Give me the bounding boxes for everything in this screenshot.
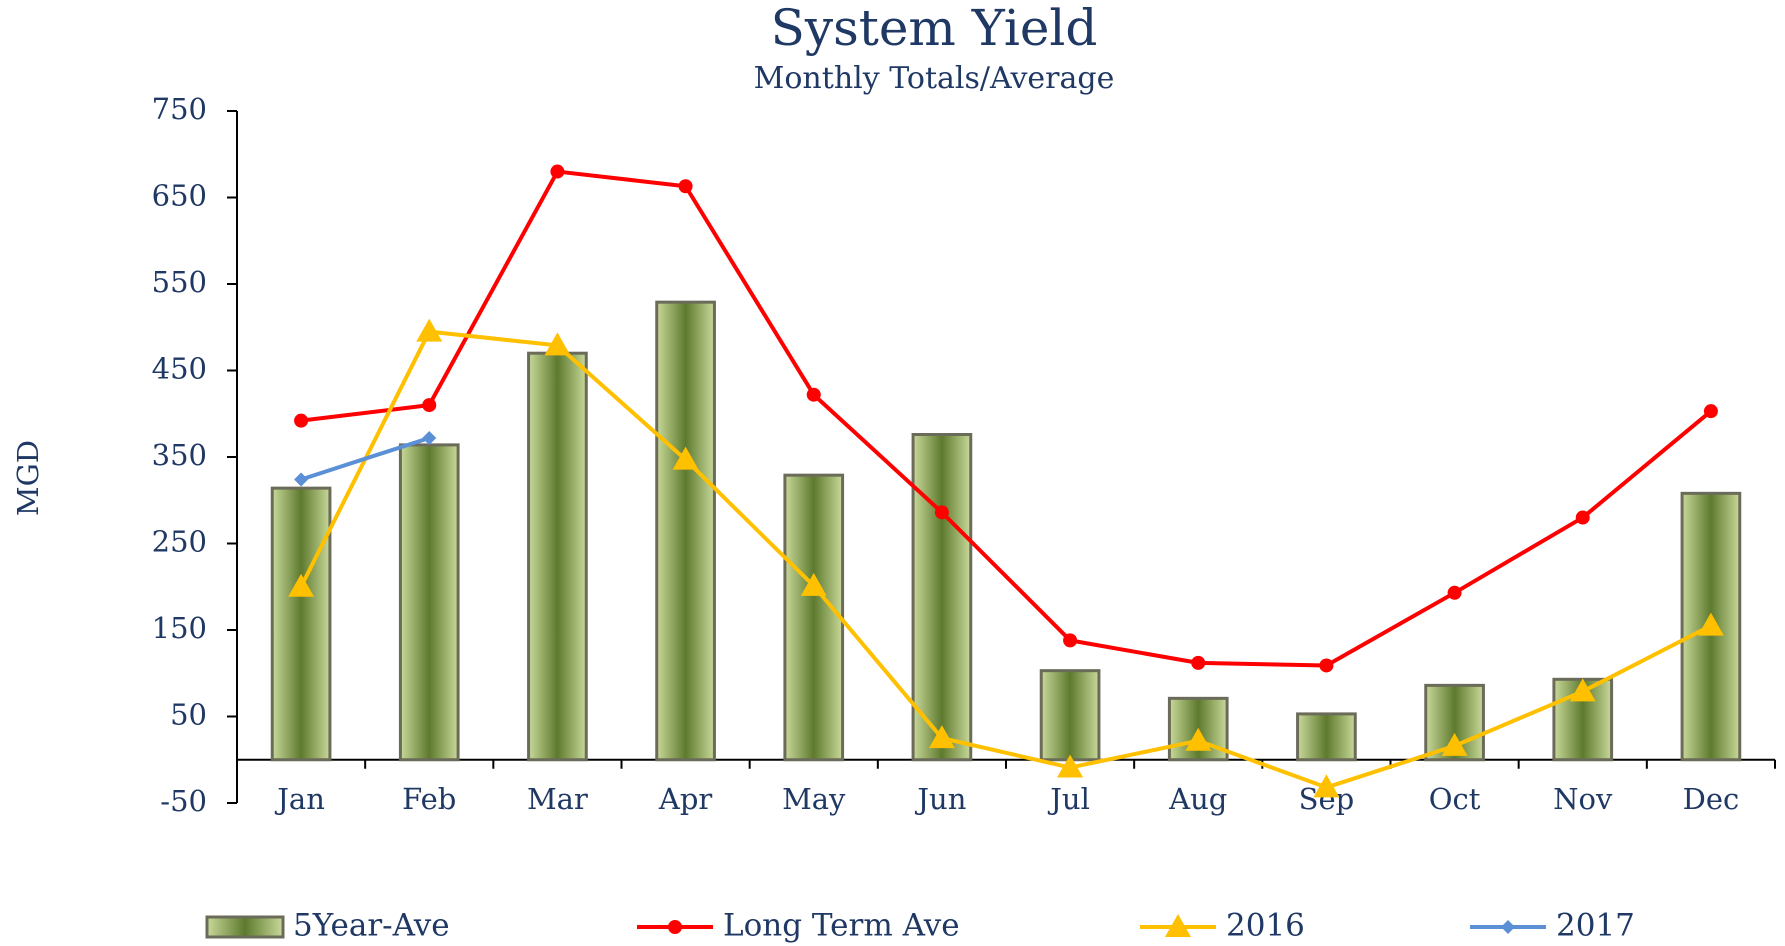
point xyxy=(1313,774,1340,798)
bar xyxy=(1296,712,1357,762)
point xyxy=(800,572,827,596)
y-tick-label: 150 xyxy=(152,611,207,645)
y-tick-label: 250 xyxy=(152,525,207,559)
point xyxy=(1441,732,1468,756)
y-tick-label: 50 xyxy=(170,698,207,732)
point xyxy=(678,179,693,194)
legend-label: 2017 xyxy=(1556,908,1635,944)
point xyxy=(544,332,571,356)
y-tick-label: 350 xyxy=(152,438,207,472)
y-tick-label: -50 xyxy=(160,784,207,818)
x-tick-label: Mar xyxy=(527,782,588,816)
line xyxy=(299,329,1712,790)
bar xyxy=(398,443,460,762)
point xyxy=(1703,404,1718,419)
x-tick-label: Apr xyxy=(658,782,713,816)
line xyxy=(300,436,430,482)
point xyxy=(422,398,437,413)
point xyxy=(1063,633,1078,648)
y-tick-label: 750 xyxy=(152,92,207,126)
point xyxy=(1057,754,1084,778)
x-tick-label: May xyxy=(782,782,846,816)
bar xyxy=(527,351,588,762)
bar xyxy=(655,300,716,762)
point xyxy=(1697,612,1724,636)
point xyxy=(1319,658,1334,673)
point xyxy=(928,725,955,749)
legend: 5Year-Ave Long Term Ave 2016 2017 xyxy=(205,908,1635,944)
bar xyxy=(783,473,845,762)
point xyxy=(1569,678,1596,702)
y-tick-label: 650 xyxy=(152,179,207,213)
point xyxy=(1447,585,1462,600)
point xyxy=(294,413,309,428)
chart-subtitle: Monthly Totals/Average xyxy=(754,61,1115,96)
x-tick-label: Jun xyxy=(914,782,966,816)
chart-title: System Yield xyxy=(771,0,1098,57)
bar xyxy=(1039,669,1101,762)
point xyxy=(294,472,309,487)
point xyxy=(1165,914,1191,937)
point xyxy=(416,318,443,342)
point xyxy=(1575,510,1590,525)
x-tick-label: Jul xyxy=(1047,782,1090,816)
point xyxy=(1501,920,1515,934)
y-tick-label: 550 xyxy=(152,265,207,299)
x-tick-label: Dec xyxy=(1683,782,1740,816)
point xyxy=(288,573,315,597)
point xyxy=(1185,727,1212,751)
legend-label: 2016 xyxy=(1226,908,1305,944)
bar xyxy=(270,486,332,762)
point xyxy=(806,387,821,402)
point xyxy=(934,505,949,520)
x-tick-label: Feb xyxy=(402,782,456,816)
legend-swatch xyxy=(205,915,285,939)
point xyxy=(1191,655,1206,670)
legend-label: Long Term Ave xyxy=(723,908,960,944)
line xyxy=(300,169,1713,668)
bar xyxy=(911,433,973,762)
x-tick-label: Nov xyxy=(1553,782,1613,816)
point xyxy=(550,164,565,179)
point xyxy=(668,920,682,934)
x-tick-label: Oct xyxy=(1429,782,1481,816)
legend-label: 5Year-Ave xyxy=(293,908,450,944)
x-tick-label: Jan xyxy=(274,782,325,816)
y-axis-label: MGD xyxy=(11,440,45,516)
x-tick-label: Aug xyxy=(1168,782,1227,816)
point xyxy=(422,430,437,445)
point xyxy=(672,446,699,470)
y-tick-label: 450 xyxy=(152,352,207,386)
